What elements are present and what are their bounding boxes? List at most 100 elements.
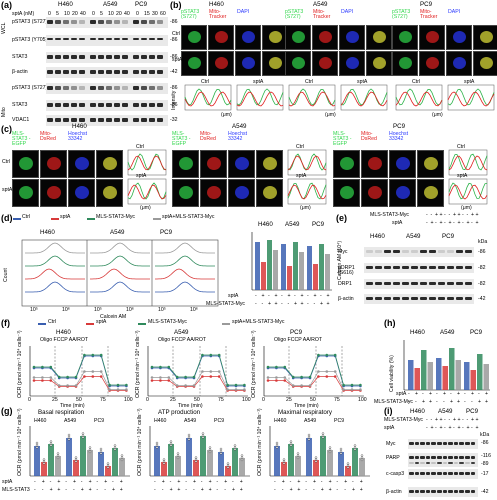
pm-sign: + bbox=[435, 212, 439, 218]
pm-sign: - bbox=[415, 399, 417, 405]
micrograph bbox=[361, 179, 388, 207]
pm-sign: - bbox=[453, 425, 455, 431]
f-cell: PC9 bbox=[290, 329, 303, 336]
band bbox=[438, 266, 445, 269]
b-row-ctrl: Ctrl bbox=[172, 31, 181, 37]
panel-c-label: (c) bbox=[1, 124, 12, 134]
cell-blob bbox=[75, 186, 89, 199]
pm-sign: + bbox=[439, 425, 443, 431]
pm-sign: + bbox=[471, 391, 475, 397]
red-trace bbox=[448, 184, 488, 200]
pm-sign: - bbox=[464, 399, 466, 405]
pm-sign: + bbox=[161, 479, 165, 485]
viability-bar bbox=[436, 358, 442, 390]
band bbox=[149, 38, 155, 40]
micrograph bbox=[96, 179, 123, 207]
legend-swatch bbox=[13, 218, 21, 220]
viability-bar bbox=[464, 362, 470, 390]
b-cell-title: A549 bbox=[313, 1, 328, 8]
band bbox=[437, 472, 442, 475]
kda-unit: kDa bbox=[480, 432, 490, 438]
band bbox=[55, 38, 61, 40]
protein-label: PARP bbox=[386, 455, 400, 461]
cell-blob bbox=[426, 57, 439, 69]
tick-label: 25 bbox=[52, 397, 58, 403]
channel-label: pSTAT3 (S727) bbox=[392, 9, 411, 21]
band bbox=[114, 38, 120, 40]
profile-title: Ctrl bbox=[296, 144, 305, 150]
red-trace bbox=[448, 155, 488, 171]
g-cell: PC9 bbox=[214, 418, 225, 424]
viability-bar bbox=[470, 370, 476, 390]
panel-b-label: (b) bbox=[170, 0, 182, 10]
red-trace bbox=[184, 91, 232, 107]
ocr-bar bbox=[161, 462, 167, 476]
f-y-axis: OCR (pmol min⁻¹ 10⁴ cells⁻¹) bbox=[135, 330, 141, 398]
d-bar-cell: PC9 bbox=[312, 221, 325, 228]
cell-blob bbox=[453, 57, 466, 69]
channel-label: Hoechst 33342 bbox=[228, 131, 248, 143]
replicate-point bbox=[49, 440, 53, 443]
profile-x-axis: (μm) bbox=[221, 112, 232, 118]
pm-sign: + bbox=[450, 399, 454, 405]
micrograph bbox=[181, 51, 207, 76]
replicate-point bbox=[314, 456, 318, 459]
pm-sign: - bbox=[185, 487, 187, 493]
replicate-point bbox=[353, 444, 357, 447]
replicate-point bbox=[67, 433, 71, 437]
band bbox=[420, 490, 425, 493]
pm-sign: - bbox=[444, 212, 446, 218]
band bbox=[133, 38, 139, 40]
pm-sign: + bbox=[359, 487, 363, 493]
replicate-point bbox=[113, 444, 117, 447]
replicate-point bbox=[226, 466, 230, 469]
panel-e-label: (e) bbox=[336, 213, 347, 223]
red-trace bbox=[127, 184, 167, 200]
e-cell: H460 bbox=[370, 233, 385, 240]
band bbox=[122, 86, 128, 90]
replicate-point bbox=[360, 454, 364, 457]
i-row-label: sptA bbox=[384, 425, 395, 431]
legend-label: Ctrl bbox=[22, 214, 31, 220]
band bbox=[431, 456, 436, 459]
ocr-bar bbox=[359, 458, 365, 476]
kda-unit: kDa bbox=[478, 239, 488, 245]
d-hist-cell: PC9 bbox=[160, 229, 173, 236]
cell-blob bbox=[188, 57, 201, 69]
replicate-point bbox=[194, 456, 198, 459]
pm-sign: + bbox=[232, 487, 236, 493]
band bbox=[414, 442, 420, 445]
pm-sign: + bbox=[457, 212, 461, 218]
histogram-curve bbox=[90, 255, 150, 267]
band bbox=[157, 70, 163, 74]
pm-sign: + bbox=[344, 479, 348, 485]
band bbox=[453, 456, 459, 459]
ocr-bar bbox=[338, 452, 344, 476]
red-trace bbox=[236, 91, 284, 107]
ocr-line bbox=[268, 355, 361, 387]
band bbox=[431, 462, 436, 464]
band bbox=[98, 55, 104, 59]
replicate-point bbox=[307, 438, 311, 441]
pm-sign: + bbox=[457, 220, 461, 226]
i-cell: A549 bbox=[438, 408, 453, 415]
band bbox=[55, 55, 61, 59]
band bbox=[448, 490, 453, 493]
pm-sign: - bbox=[73, 487, 75, 493]
viability-bar bbox=[414, 368, 420, 390]
band bbox=[90, 20, 96, 24]
micrograph bbox=[285, 51, 311, 76]
red-trace bbox=[288, 91, 336, 107]
micrograph bbox=[256, 150, 283, 178]
cell-blob bbox=[103, 157, 117, 170]
channel-label: pSTAT3 (S727) bbox=[285, 9, 304, 21]
g-title: Basal respiration bbox=[38, 409, 85, 416]
cell-blob bbox=[480, 57, 493, 69]
pm-sign: - bbox=[444, 417, 446, 423]
band bbox=[431, 472, 436, 475]
pm-sign: - bbox=[444, 220, 446, 226]
kda-marker: -89 bbox=[481, 461, 489, 467]
h-row-label: MLS-STAT3-Myc bbox=[374, 399, 414, 405]
band bbox=[79, 86, 85, 90]
calcein-bar bbox=[281, 244, 286, 290]
